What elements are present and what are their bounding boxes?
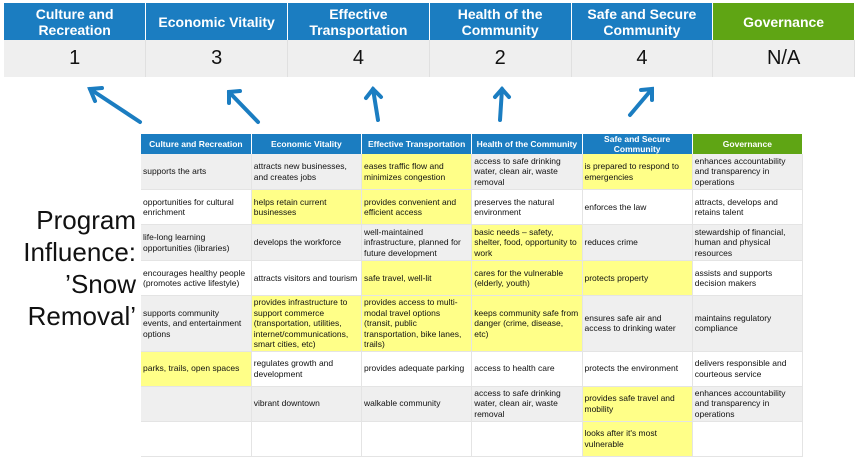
arrow-icon (628, 87, 654, 117)
score-culture: 1 (4, 40, 147, 77)
arrow-icon (498, 87, 504, 122)
grid-header: Effective Transportation (361, 134, 473, 154)
table-cell: supports the arts (141, 154, 252, 190)
table-cell (141, 421, 252, 457)
table-cell (692, 421, 804, 457)
highlighted-cell: keeps community safe from danger (crime,… (471, 295, 583, 352)
side-label-line: Removal’ (27, 301, 136, 331)
arrow-icon (371, 87, 380, 122)
table-cell: well-maintained infrastructure, planned … (361, 224, 473, 261)
criteria-grid: Culture and Recreation Economic Vitality E… (141, 134, 804, 457)
grid-header: Safe and Secure Community (582, 134, 693, 154)
side-label-line: ’Snow (65, 269, 136, 299)
table-row: life-long learning opportunities (librar… (141, 224, 804, 261)
grid-header: Governance (692, 134, 804, 154)
side-label-line: Program (36, 205, 136, 235)
table-row: supports the arts attracts new businesses… (141, 154, 804, 190)
summary-header-transportation: Effective Transportation (287, 3, 430, 40)
table-cell: protects the environment (582, 351, 693, 387)
score-economic: 3 (145, 40, 288, 77)
summary-header-governance: Governance (712, 3, 855, 40)
program-influence-label: Program Influence: ’Snow Removal’ (0, 204, 136, 332)
table-cell: ensures safe air and access to drinking … (582, 295, 693, 352)
table-cell: life-long learning opportunities (librar… (141, 224, 252, 261)
table-cell: attracts visitors and tourism (251, 260, 363, 296)
summary-header-economic: Economic Vitality (145, 3, 288, 40)
table-cell: maintains regulatory compliance (692, 295, 804, 352)
highlighted-cell: provides infrastructure to support comme… (251, 295, 363, 352)
summary-header-safety: Safe and Secure Community (571, 3, 714, 40)
table-cell (251, 421, 363, 457)
table-cell: walkable community (361, 386, 473, 422)
table-cell: enhances accountability and transparency… (692, 386, 804, 422)
table-cell: access to health care (471, 351, 583, 387)
table-cell: access to safe drinking water, clean air… (471, 154, 583, 190)
table-cell: delivers responsible and courteous servi… (692, 351, 804, 387)
summary-header-culture: Culture and Recreation (4, 3, 147, 40)
table-cell: opportunities for cultural enrichment (141, 189, 252, 225)
highlighted-cell: basic needs – safety, shelter, food, opp… (471, 224, 583, 261)
table-row: vibrant downtown walkable community access… (141, 386, 804, 422)
table-cell: supports community events, and entertain… (141, 295, 252, 352)
highlighted-cell: looks after it's most vulnerable (582, 421, 693, 457)
table-row: opportunities for cultural enrichment hel… (141, 189, 804, 225)
table-row: encourages healthy people (promotes acti… (141, 260, 804, 296)
highlighted-cell: parks, trails, open spaces (141, 351, 252, 387)
table-cell (141, 386, 252, 422)
table-cell: enhances accountability and transparency… (692, 154, 804, 190)
table-cell (471, 421, 583, 457)
table-cell: develops the workforce (251, 224, 363, 261)
grid-header: Culture and Recreation (141, 134, 252, 154)
table-cell: attracts new businesses, and creates job… (251, 154, 363, 190)
grid-header: Health of the Community (471, 134, 583, 154)
side-label-line: Influence: (23, 237, 136, 267)
table-cell: regulates growth and development (251, 351, 363, 387)
summary-header-health: Health of the Community (429, 3, 572, 40)
score-transportation: 4 (287, 40, 430, 77)
table-cell: reduces crime (582, 224, 693, 261)
highlighted-cell: helps retain current businesses (251, 189, 363, 225)
table-cell: assists and supports decision makers (692, 260, 804, 296)
table-row: parks, trails, open spaces regulates grow… (141, 351, 804, 387)
highlighted-cell: provides convenient and efficient access (361, 189, 473, 225)
highlighted-cell: eases traffic flow and minimizes congest… (361, 154, 473, 190)
table-cell: access to safe drinking water, clean air… (471, 386, 583, 422)
table-cell: preserves the natural environment (471, 189, 583, 225)
grid-header: Economic Vitality (251, 134, 363, 154)
summary-score-table: Culture and Recreation Economic Vitality… (4, 3, 855, 77)
highlighted-cell: protects property (582, 260, 693, 296)
arrows-layer (87, 85, 654, 124)
table-cell: stewardship of financial, human and phys… (692, 224, 804, 261)
table-cell: provides adequate parking (361, 351, 473, 387)
table-cell: enforces the law (582, 189, 693, 225)
highlighted-cell: provides safe travel and mobility (582, 386, 693, 422)
table-row: looks after it's most vulnerable (141, 421, 804, 457)
score-health: 2 (429, 40, 572, 77)
table-row: supports community events, and entertain… (141, 295, 804, 352)
highlighted-cell: cares for the vulnerable (elderly, youth… (471, 260, 583, 296)
table-cell: encourages healthy people (promotes acti… (141, 260, 252, 296)
table-cell (361, 421, 473, 457)
arrow-icon (88, 87, 142, 124)
table-cell: vibrant downtown (251, 386, 363, 422)
highlighted-cell: is prepared to respond to emergencies (582, 154, 693, 190)
arrow-icon (227, 90, 260, 124)
highlighted-cell: safe travel, well-lit (361, 260, 473, 296)
score-safety: 4 (571, 40, 714, 77)
score-governance: N/A (712, 40, 855, 77)
highlighted-cell: provides access to multi-modal travel op… (361, 295, 473, 352)
table-cell: attracts, develops and retains talent (692, 189, 804, 225)
